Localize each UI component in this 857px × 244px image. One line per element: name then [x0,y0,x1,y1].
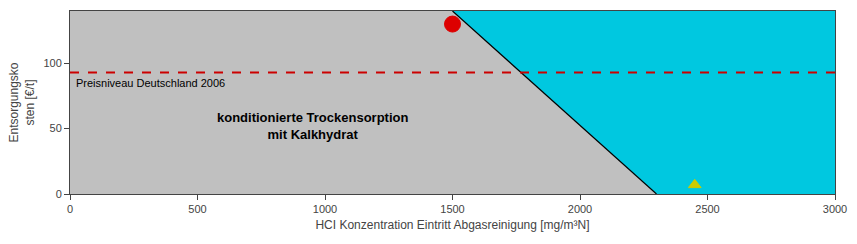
svg-text:1500: 1500 [440,203,464,215]
svg-text:Preisniveau Deutschland 2006: Preisniveau Deutschland 2006 [76,77,225,89]
svg-text:3000: 3000 [823,203,847,215]
svg-text:konditionierte Trockensorption: konditionierte Trockensorptionmit Kalkhy… [217,110,408,142]
svg-text:0: 0 [56,188,62,200]
svg-text:0: 0 [67,203,73,215]
svg-text:100: 100 [43,57,61,69]
svg-text:HCI Konzentration Eintritt Abg: HCI Konzentration Eintritt Abgasreinigun… [315,218,589,232]
svg-text:2500: 2500 [695,203,719,215]
svg-text:Entsorgungskosten [€/t]: Entsorgungskosten [€/t] [7,62,37,142]
svg-text:500: 500 [188,203,206,215]
svg-text:50: 50 [50,122,62,134]
svg-text:1000: 1000 [313,203,337,215]
svg-text:2000: 2000 [568,203,592,215]
